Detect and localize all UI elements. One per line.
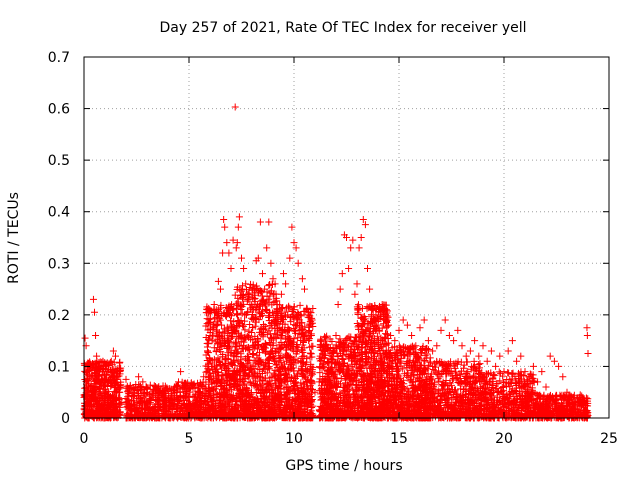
data-point — [211, 344, 218, 351]
data-point — [238, 288, 245, 295]
data-point — [322, 334, 329, 341]
data-point — [308, 354, 315, 361]
data-point — [234, 312, 241, 319]
data-point — [213, 347, 220, 354]
data-point — [209, 398, 216, 405]
data-point — [336, 335, 343, 342]
data-point — [227, 317, 234, 324]
data-points — [81, 104, 592, 422]
data-point — [297, 302, 304, 309]
data-point — [308, 350, 315, 357]
data-point — [265, 314, 272, 321]
data-point — [204, 347, 211, 354]
